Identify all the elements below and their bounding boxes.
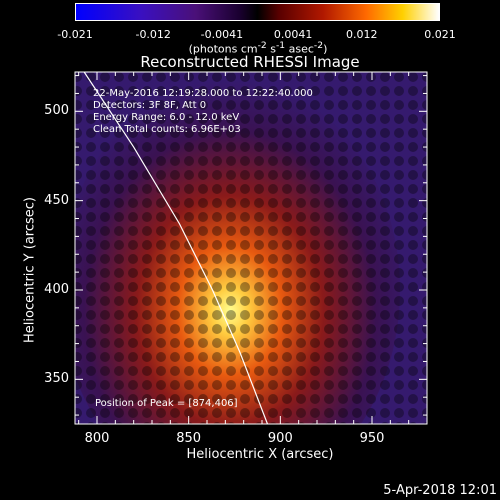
heatmap-texture <box>75 72 427 424</box>
colorbar-tick-label: -0.012 <box>135 28 171 41</box>
annotation-detectors: Detectors: 3F 8F, Att 0 <box>93 100 207 111</box>
colorbar-tick-label: 0.021 <box>424 28 456 41</box>
x-tick-label: 800 <box>84 431 110 446</box>
annotation-counts: Clean Total counts: 6.96E+03 <box>93 124 241 135</box>
y-tick-label: 350 <box>44 371 69 387</box>
x-tick-label: 850 <box>176 431 202 446</box>
colorbar-tick-label: 0.0041 <box>273 28 313 41</box>
x-tick-label: 900 <box>267 431 293 446</box>
x-axis-label: Heliocentric X (arcsec) <box>186 447 334 462</box>
solar-limb-arc <box>83 72 269 424</box>
y-axis-label: Heliocentric Y (arcsec) <box>22 197 38 343</box>
y-tick-label: 400 <box>44 281 69 297</box>
y-tick-label: 450 <box>44 192 69 208</box>
plot-frame <box>74 71 428 425</box>
annotation-time-range: 22-May-2016 12:19:28.000 to 12:22:40.000 <box>93 88 313 99</box>
colorbar-tick-label: -0.021 <box>57 28 93 41</box>
colorbar-tick-label: 0.012 <box>346 28 378 41</box>
axis-ticks <box>75 72 428 424</box>
colorbar-tick-label: -0.0041 <box>200 28 244 41</box>
colorbar <box>75 3 440 21</box>
chart-title: Reconstructed RHESSI Image <box>140 53 360 71</box>
colorbar-units-label: (photons cm-2 s-1 asec-2) <box>188 40 328 56</box>
y-tick-label: 500 <box>44 103 69 119</box>
annotation-energy: Energy Range: 6.0 - 12.0 keV <box>93 112 240 123</box>
annotation-peak-position: Position of Peak = [874,406] <box>95 398 238 409</box>
x-tick-label: 950 <box>359 431 385 446</box>
footer-timestamp: 5-Apr-2018 12:01 <box>383 483 497 498</box>
